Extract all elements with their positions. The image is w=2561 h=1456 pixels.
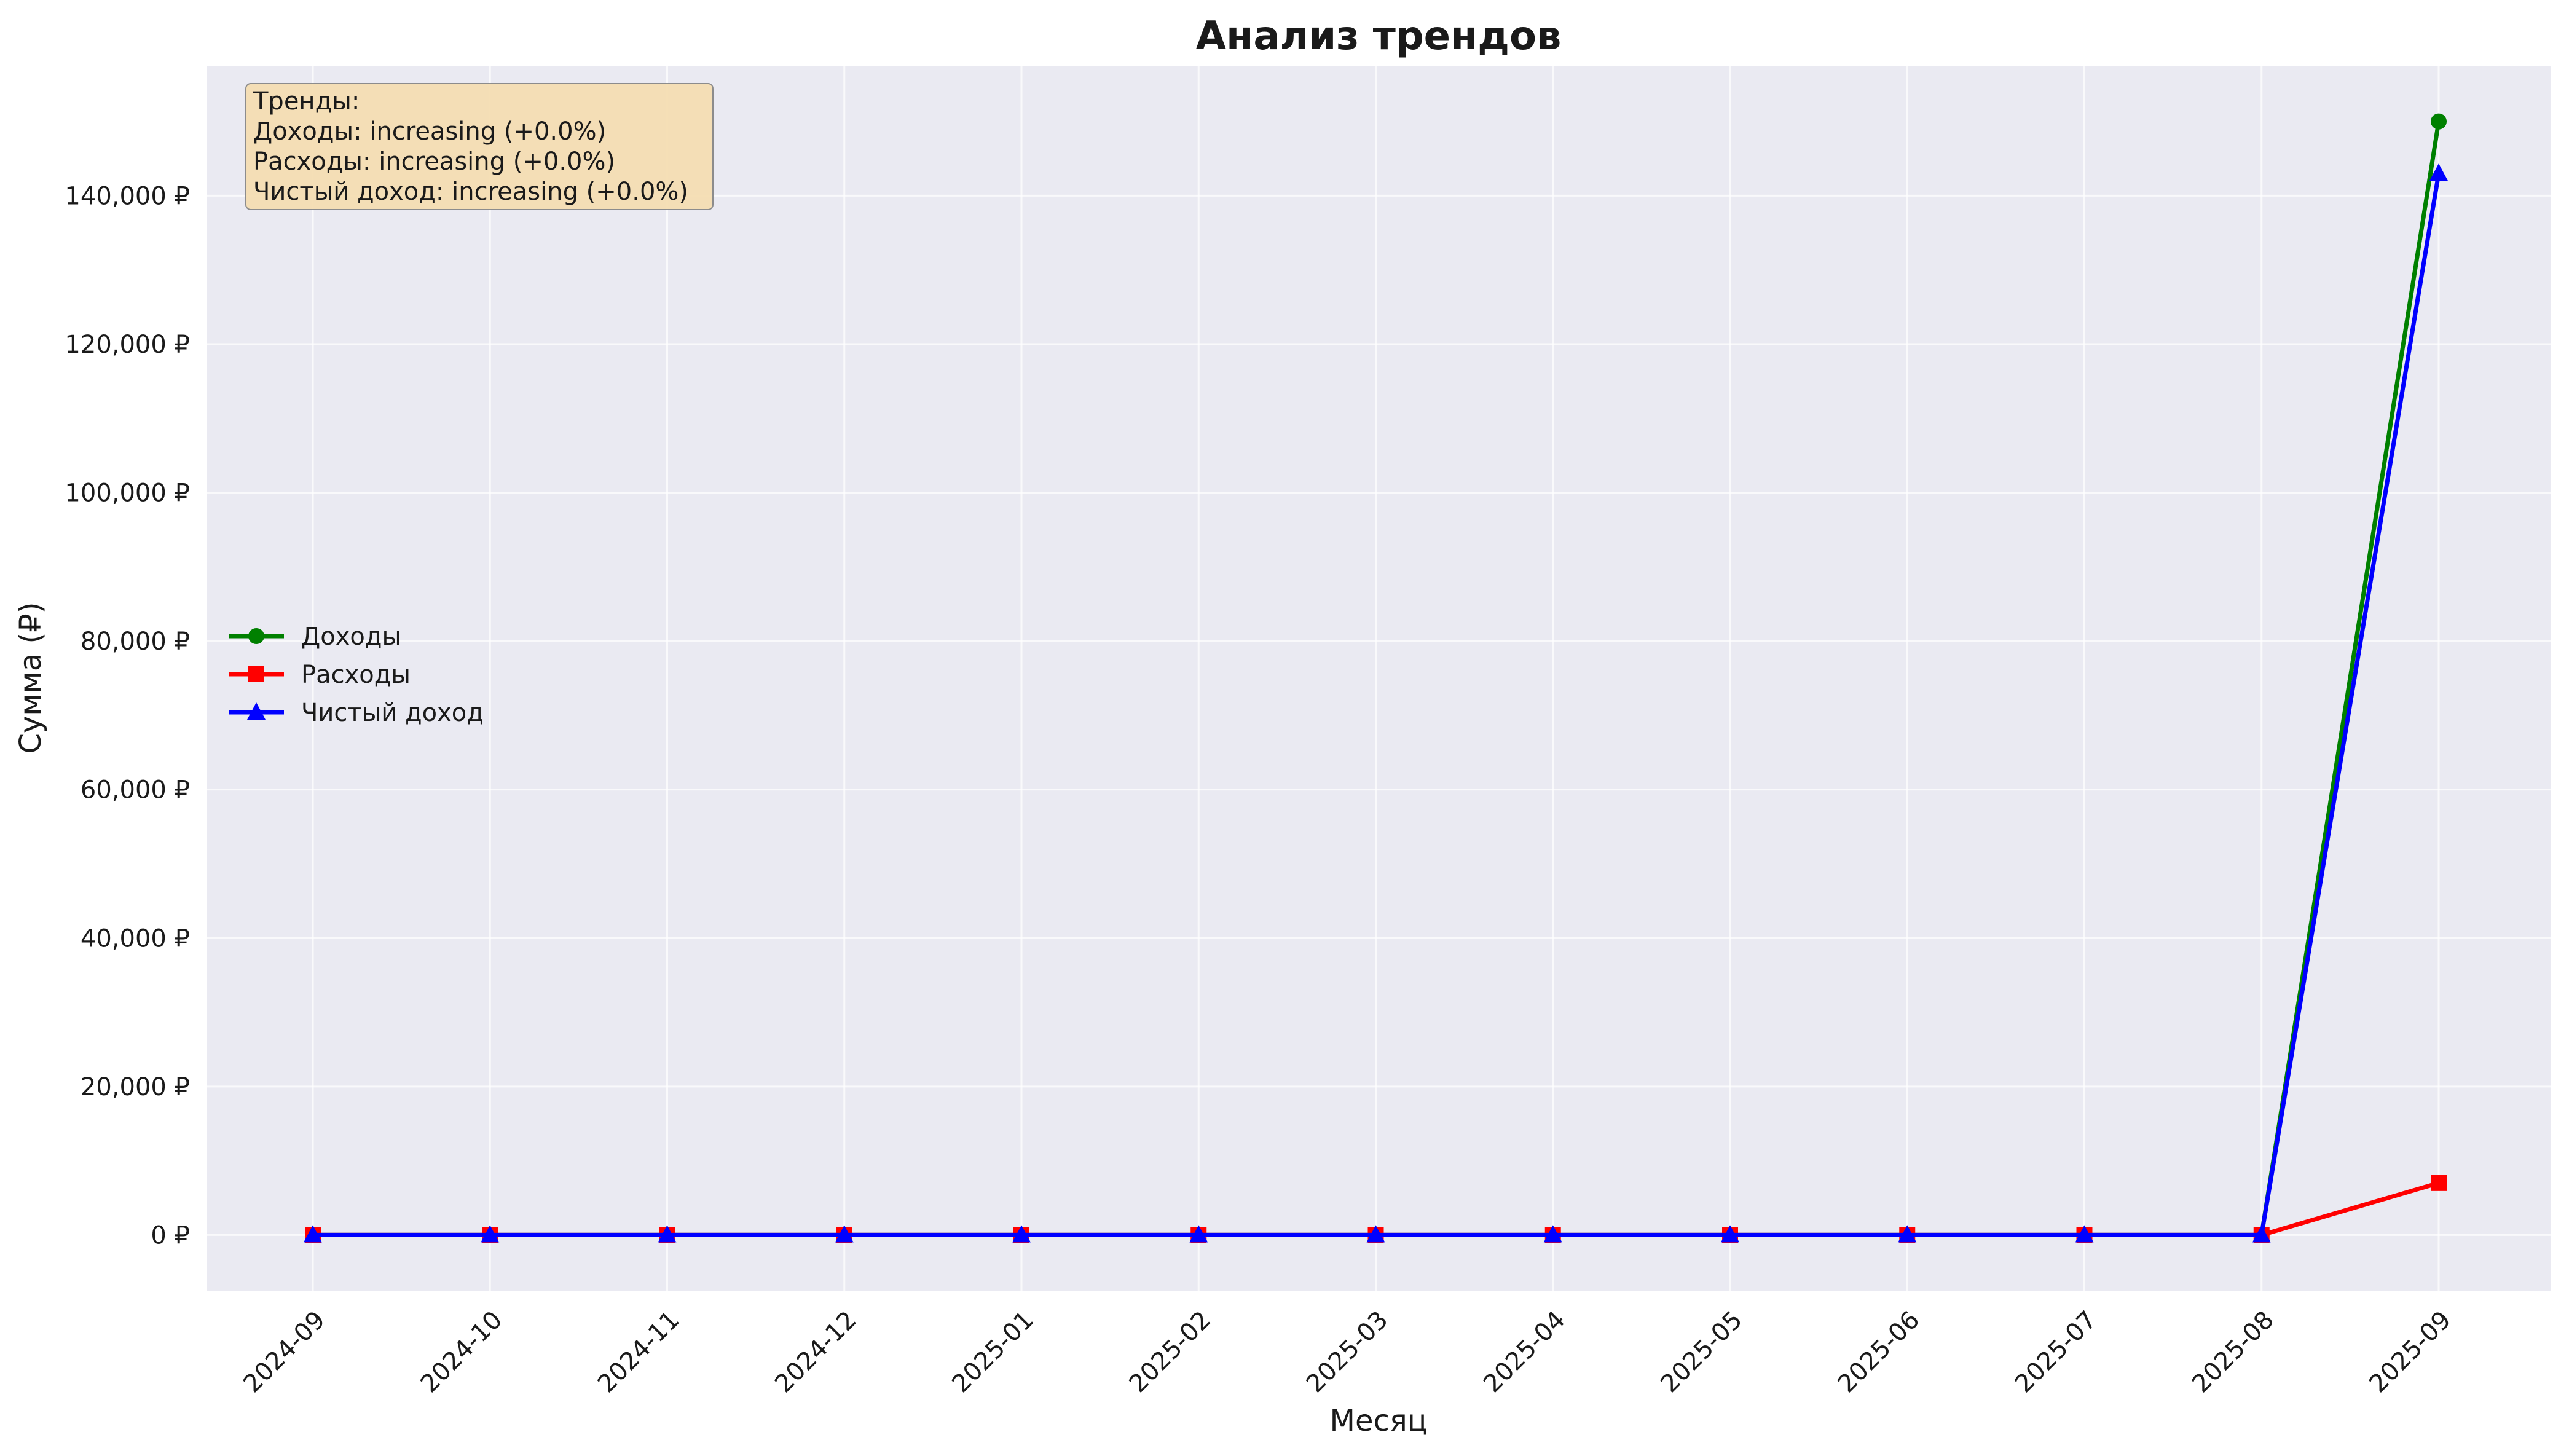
legend-label: Доходы (301, 623, 401, 651)
x-tick-label: 2025-02 (1124, 1306, 1217, 1399)
annotation-background (245, 83, 714, 210)
x-tick-label: 2025-07 (2010, 1306, 2103, 1399)
plot-background (207, 66, 2551, 1291)
y-tick-label: 20,000 ₽ (81, 1073, 190, 1101)
data-point (1189, 1225, 1208, 1243)
x-tick-label: 2025-01 (946, 1306, 1039, 1399)
y-axis-label: Сумма (₽) (14, 602, 48, 754)
data-point (248, 628, 264, 644)
x-tick-label: 2024-11 (592, 1306, 685, 1399)
annotation-line: Чистый доход: increasing (+0.0%) (253, 178, 688, 206)
annotation-line: Доходы: increasing (+0.0%) (253, 117, 606, 146)
legend-item: Расходы (229, 661, 411, 689)
x-tick-labels: 2024-09 2024-10 2024-11 2024-12 2025-01 2025-… (238, 1306, 2457, 1399)
data-point (1721, 1225, 1739, 1243)
data-point (2429, 163, 2448, 181)
x-tick-label: 2025-08 (2187, 1306, 2280, 1399)
x-axis-label: Месяц (1330, 1404, 1428, 1438)
x-tick-label: 2024-10 (415, 1306, 508, 1399)
data-point (1543, 1225, 1562, 1243)
x-tick-label: 2025-03 (1301, 1306, 1394, 1399)
data-point (248, 666, 264, 682)
series-2 (304, 163, 2448, 1243)
legend-label: Чистый доход (301, 699, 484, 727)
annotation-line: Тренды: (253, 87, 360, 116)
chart-title: Анализ трендов (1196, 14, 1562, 59)
y-tick-label: 80,000 ₽ (81, 628, 190, 656)
y-tick-label: 40,000 ₽ (81, 924, 190, 953)
data-point (2431, 1175, 2447, 1191)
x-tick-label: 2024-09 (238, 1306, 331, 1399)
x-tick-label: 2024-12 (769, 1306, 862, 1399)
data-point (658, 1225, 677, 1243)
data-point (2075, 1225, 2094, 1243)
data-point (1366, 1225, 1385, 1243)
y-tick-label: 100,000 ₽ (65, 479, 190, 508)
data-point (1012, 1225, 1031, 1243)
x-tick-label: 2025-04 (1478, 1306, 1571, 1399)
legend-item: Доходы (229, 623, 401, 651)
annotation-box: Тренды: Доходы: increasing (+0.0%) Расхо… (245, 83, 714, 210)
y-tick-label: 140,000 ₽ (65, 182, 190, 210)
data-point (2431, 113, 2447, 130)
y-tick-label: 120,000 ₽ (65, 331, 190, 359)
legend-label: Расходы (301, 661, 411, 689)
y-tick-label: 60,000 ₽ (81, 776, 190, 805)
data-point (247, 702, 266, 720)
y-tick-labels: 0 ₽ 20,000 ₽ 40,000 ₽ 60,000 ₽ 80,000 ₽ 100,0… (65, 182, 190, 1249)
series-layer (304, 113, 2448, 1243)
legend-item: Чистый доход (229, 699, 484, 727)
data-point (481, 1225, 500, 1243)
y-tick-label: 0 ₽ (151, 1221, 190, 1249)
data-point (304, 1225, 322, 1243)
data-point (835, 1225, 854, 1243)
data-point (1898, 1225, 1917, 1243)
x-tick-label: 2025-05 (1655, 1306, 1748, 1399)
x-tick-label: 2025-06 (1833, 1306, 1926, 1399)
legend: Доходы Расходы Чистый доход (229, 623, 484, 727)
x-tick-label: 2025-09 (2364, 1306, 2457, 1399)
annotation-line: Расходы: increasing (+0.0%) (253, 148, 615, 176)
data-point (2252, 1225, 2271, 1243)
